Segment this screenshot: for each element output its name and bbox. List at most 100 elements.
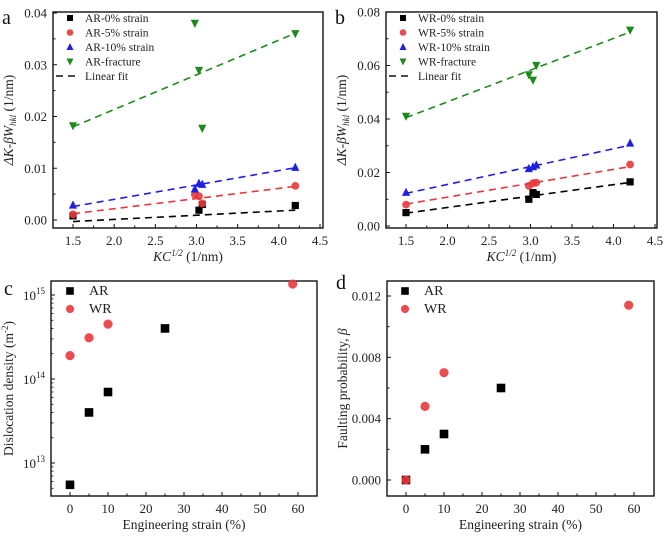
data-point	[532, 61, 541, 71]
x-tick-label: 60	[628, 501, 641, 516]
x-axis: 0 10 20 30 40 50 60	[403, 492, 641, 516]
x-axis-label: Engineering strain (%)	[459, 517, 582, 532]
legend-label: WR-0% strain	[418, 13, 484, 25]
y-axis: 1013 1014 1015	[23, 286, 55, 489]
x-tick-label: 3.0	[188, 233, 204, 248]
data-point	[160, 324, 170, 333]
legend-marker	[67, 15, 73, 21]
data-point	[84, 333, 94, 343]
data-point	[532, 190, 540, 199]
panel-c: c 0 10 20 30 40 50 60 1013 1014 1015 Engineering st…	[0, 278, 318, 532]
y-axis: 0.00 0.01 0.02 0.03 0.04	[24, 6, 57, 228]
data-point	[291, 162, 300, 171]
x-tick-label: 3.0	[522, 233, 538, 248]
data-point	[65, 350, 75, 361]
panel-b: b1.5 2.0 2.5 3.0 3.5 4.0 4.50.000.020.040.060.…	[334, 5, 663, 265]
y-tick-label: 0.03	[24, 57, 47, 72]
fit-line	[405, 144, 631, 195]
legend-label: Linear fit	[85, 71, 129, 83]
legend-label: WR	[424, 302, 447, 317]
legend-marker	[399, 43, 407, 50]
data-point	[103, 319, 113, 329]
x-tick-label: 2.5	[481, 233, 497, 248]
legend-label: WR-10% strain	[418, 42, 490, 54]
x-tick-label: 1.5	[65, 233, 81, 248]
fit-line	[72, 166, 296, 208]
y-tick-label: 0.08	[357, 5, 380, 20]
data-point	[195, 192, 203, 201]
series	[65, 279, 298, 361]
data-point	[401, 187, 411, 196]
data-point	[528, 76, 538, 85]
legend-label: AR-0% strain	[85, 13, 149, 25]
y-axis: 0.00 0.02 0.04 0.06 0.08	[357, 5, 390, 234]
data-point	[288, 279, 298, 289]
x-tick-label: 2.0	[106, 233, 122, 248]
legend-marker	[65, 304, 75, 314]
data-point	[402, 209, 410, 217]
data-point	[198, 124, 207, 134]
legend-label: AR	[89, 284, 109, 299]
y-tick-label: 0.00	[357, 219, 380, 234]
fit-line	[72, 32, 296, 128]
x-tick-label: 40	[216, 501, 229, 516]
x-tick-label: 3.5	[230, 233, 246, 248]
y-tick-label: 0.008	[352, 350, 381, 365]
legend: AR WR	[400, 284, 447, 317]
fit-line	[72, 185, 296, 215]
y-tick-label: 0.04	[357, 112, 380, 127]
x-tick-label: 4.0	[605, 233, 621, 248]
series	[401, 26, 635, 121]
x-tick-label: 50	[590, 501, 603, 516]
data-point	[439, 429, 449, 439]
x-axis: 1.5 2.0 2.5 3.0 3.5 4.0 4.5	[398, 224, 663, 248]
panel-letter: b	[335, 7, 345, 29]
data-point	[401, 475, 411, 485]
x-tick-label: 20	[140, 501, 153, 516]
y-axis-label: Faulting probability, β	[335, 328, 350, 449]
fit-line	[72, 209, 296, 223]
fit-line	[405, 165, 631, 205]
legend-label: AR-10% strain	[85, 42, 155, 54]
y-tick-label: 0.06	[357, 58, 380, 73]
x-tick-label: 2.0	[439, 233, 455, 248]
legend-marker	[399, 29, 407, 36]
legend-label: Linear fit	[418, 71, 462, 83]
series	[68, 19, 300, 134]
x-tick-label: 50	[254, 501, 267, 516]
data-point	[626, 26, 635, 35]
data-point	[195, 206, 203, 214]
x-tick-label: 30	[514, 501, 527, 516]
y-axis: 0.000 0.004 0.008 0.012	[352, 289, 391, 488]
data-point	[190, 184, 199, 193]
legend-label: WR	[89, 302, 112, 317]
x-tick-label: 30	[178, 501, 191, 516]
data-point	[439, 368, 449, 378]
data-point	[624, 300, 634, 310]
plot-frame	[52, 11, 324, 229]
x-tick-label: 4.0	[271, 233, 287, 248]
y-tick-label: 1014	[23, 370, 46, 387]
y-tick-label: 0.01	[24, 161, 47, 176]
data-point	[291, 30, 300, 39]
legend: WR-0% strain WR-5% strain WR-10% strain WR-…	[389, 13, 490, 83]
data-point	[496, 383, 506, 393]
x-tick-label: 60	[292, 501, 305, 516]
x-tick-label: 10	[102, 501, 115, 516]
legend-label: AR-5% strain	[85, 28, 149, 40]
y-tick-label: 0.02	[357, 165, 380, 180]
data-point	[525, 195, 533, 203]
x-tick-label: 3.5	[564, 233, 580, 248]
legend-label: WR-fracture	[418, 57, 476, 69]
fit-line	[405, 31, 631, 119]
series	[401, 138, 635, 196]
data-point	[420, 401, 430, 411]
data-point	[532, 178, 541, 187]
panel-letter: a	[2, 7, 11, 29]
x-tick-label: 0	[403, 501, 410, 516]
y-tick-label: 0.04	[24, 6, 47, 21]
x-tick-label: 4.5	[647, 233, 663, 248]
y-tick-label: 1013	[23, 454, 46, 471]
x-tick-label: 20	[476, 501, 489, 516]
